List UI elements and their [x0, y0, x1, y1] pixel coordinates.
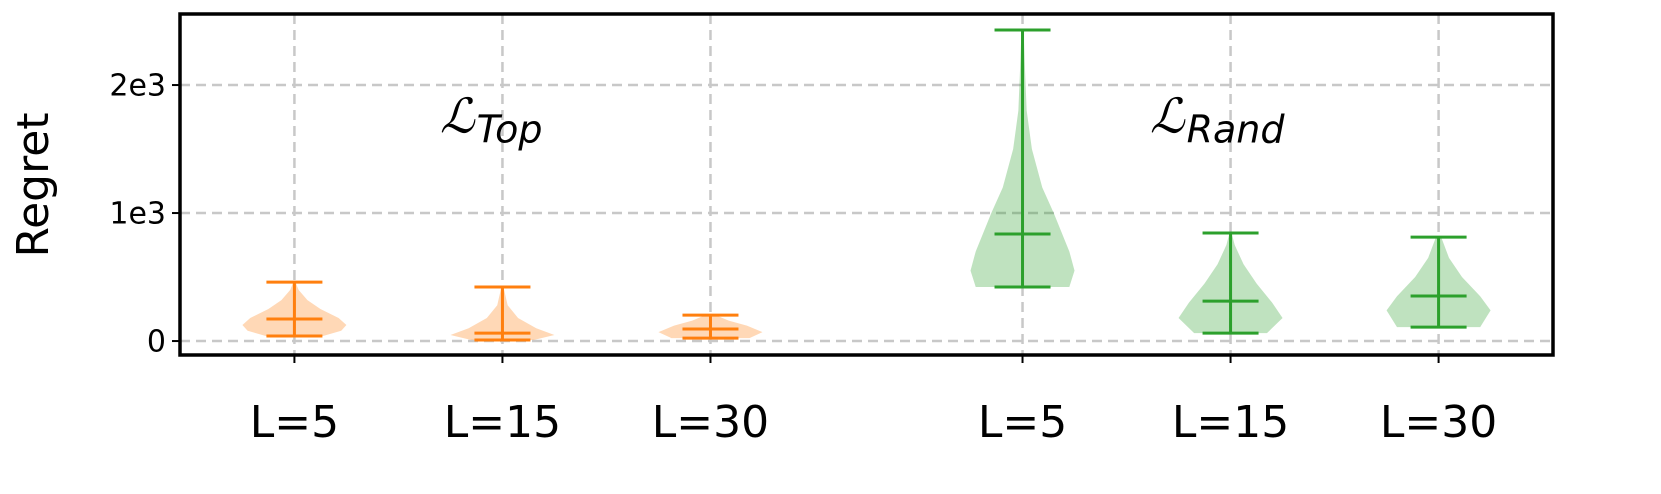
y-tick-label: 0 [147, 325, 166, 360]
annotation-subscript: Top [477, 108, 543, 152]
x-tick-label: L=15 [1172, 397, 1289, 448]
annotation-symbol: ℒ [1150, 89, 1186, 145]
x-tick-label: L=5 [978, 397, 1067, 448]
annotation-subscript: Rand [1187, 108, 1286, 152]
annotation: ℒ Rand [1150, 89, 1285, 152]
x-tick-label: L=30 [1380, 397, 1497, 448]
x-tick-label: L=30 [652, 397, 769, 448]
annotation: ℒ Top [440, 89, 542, 152]
plot-frame [178, 12, 1555, 357]
y-tick-label: 1e3 [109, 197, 166, 232]
x-tick-label: L=5 [250, 397, 339, 448]
annotation-symbol: ℒ [440, 89, 476, 145]
y-tick-label: 2e3 [109, 69, 166, 104]
x-tick-label: L=15 [444, 397, 561, 448]
y-axis-label: Regret [8, 112, 59, 257]
